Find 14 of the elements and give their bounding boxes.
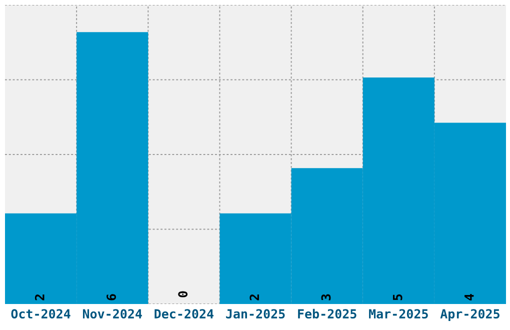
x-tick-label: Jan-2025 — [226, 309, 285, 319]
data-label: 6 — [106, 294, 116, 300]
data-label: 0 — [178, 291, 188, 298]
data-label: 2 — [250, 294, 259, 300]
data-label: 5 — [392, 294, 402, 300]
data-label: 4 — [464, 294, 474, 300]
x-tick-label: Feb-2025 — [298, 308, 356, 319]
data-label: 2 — [34, 294, 44, 300]
data-label: 3 — [321, 294, 331, 300]
x-tick-label: Nov-2024 — [82, 309, 142, 319]
x-tick-label: Mar-2025 — [369, 309, 428, 319]
x-tick-label: Dec-2024 — [154, 309, 214, 319]
x-tick-label: Oct-2024 — [11, 309, 70, 319]
x-tick-label: Apr-2025 — [440, 309, 500, 321]
